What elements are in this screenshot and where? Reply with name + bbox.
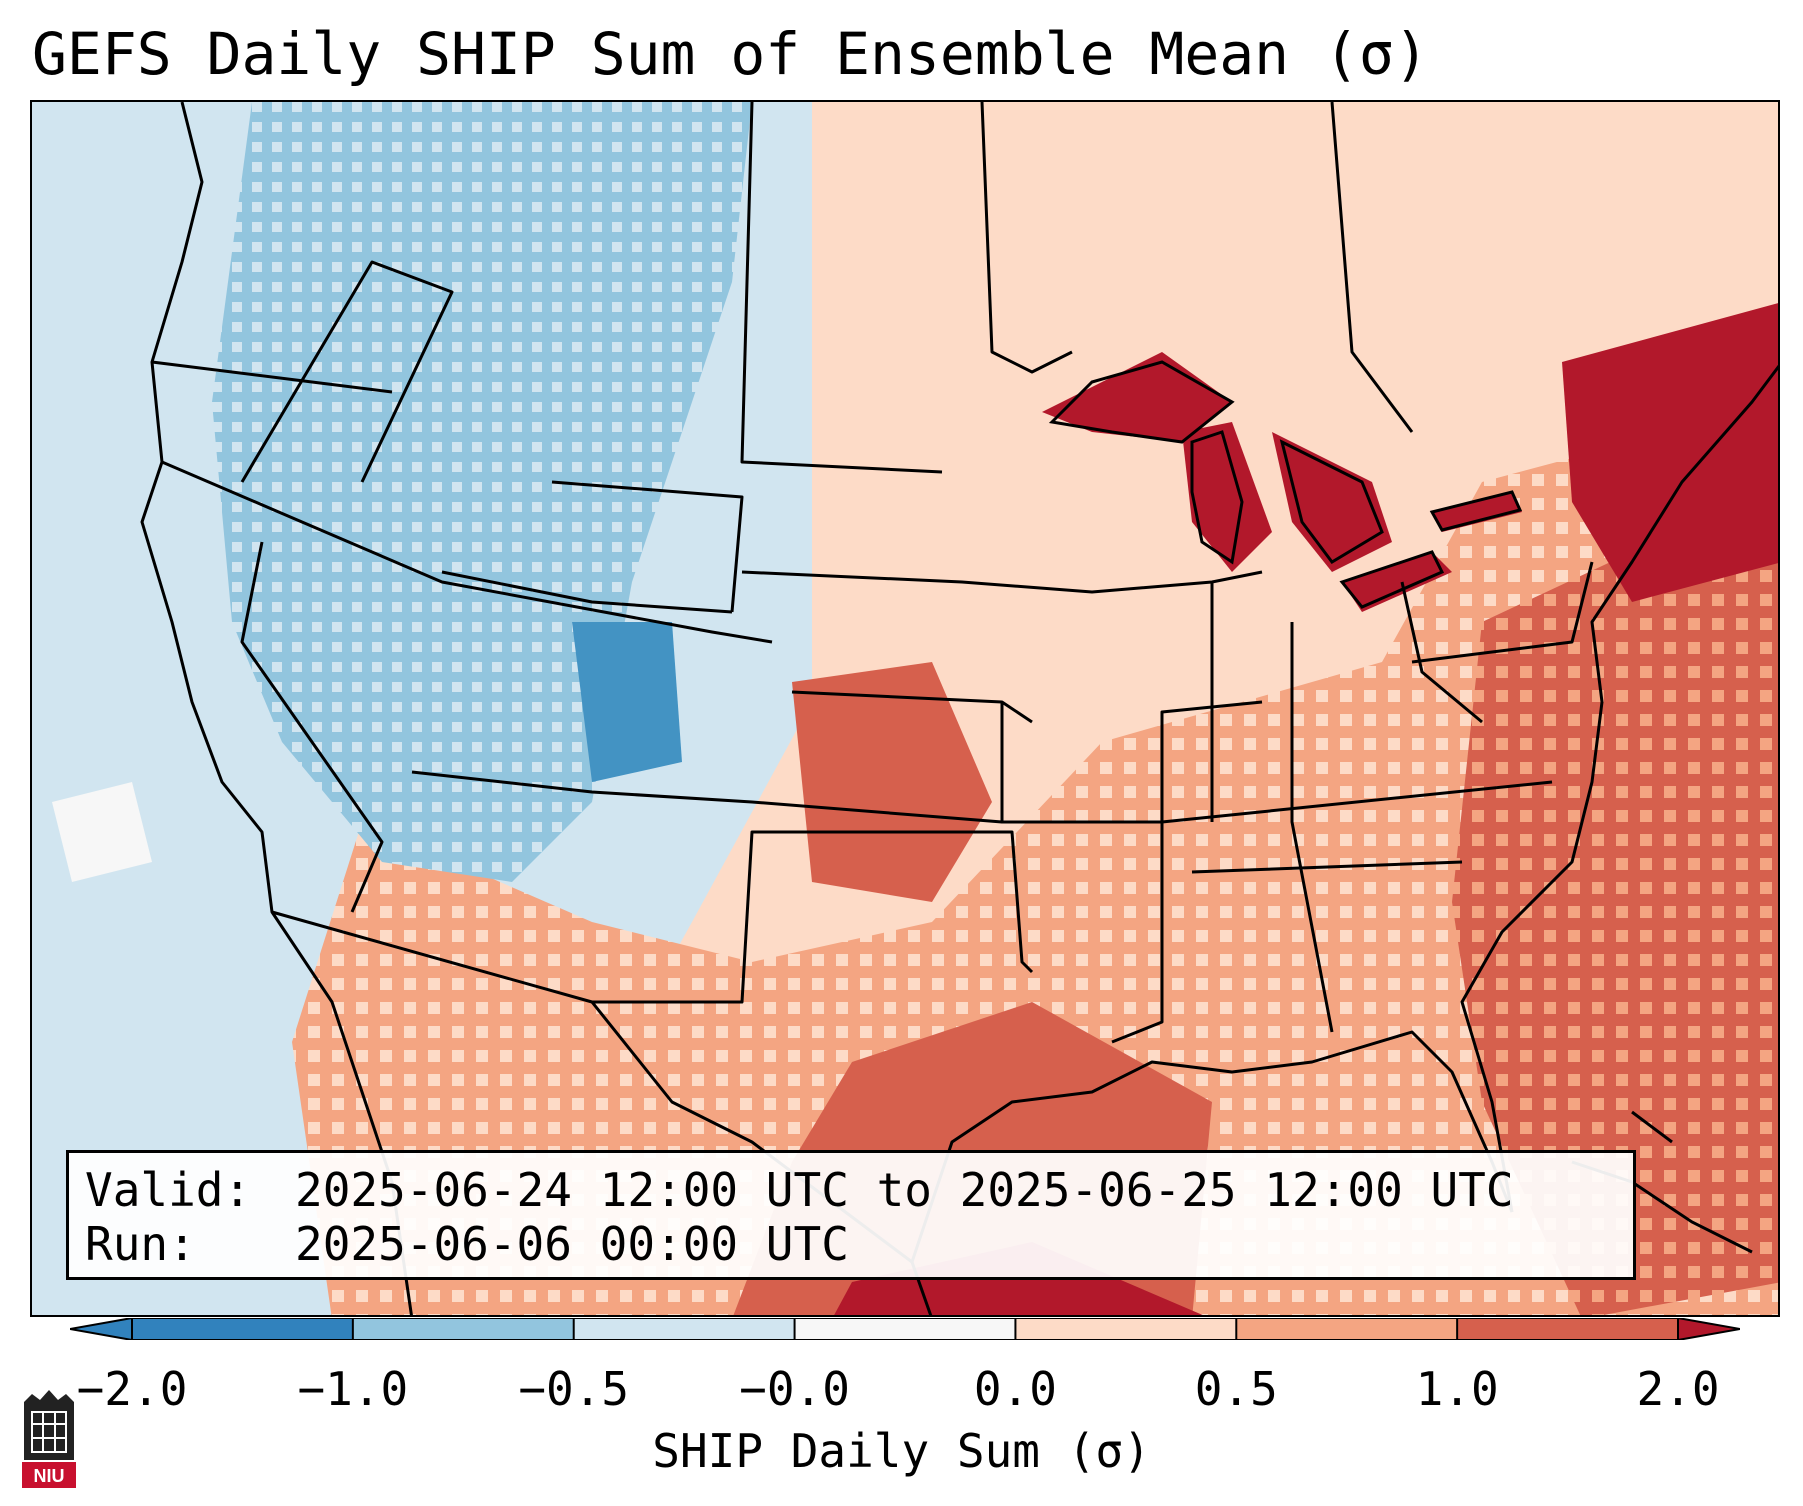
colorbar-segment (573, 1318, 796, 1340)
border-mn-nd (980, 102, 1073, 374)
lake-huron-shade (1272, 432, 1392, 572)
border-ms-la (1111, 822, 1164, 1044)
colorbar-tick-label: −0.0 (739, 1362, 850, 1416)
map-panel (30, 100, 1780, 1317)
lake-erie-shade (1342, 552, 1452, 612)
border-wyoming (551, 480, 744, 613)
pacific-coastline (140, 102, 413, 1315)
valid-label: Valid: (85, 1163, 252, 1217)
colorbar-label: SHIP Daily Sum (σ) (652, 1424, 1151, 1478)
atlantic-warm-zone (1452, 483, 1778, 1315)
logo-window (31, 1411, 67, 1453)
run-label: Run: (85, 1217, 196, 1271)
colorbar-tick-label: −0.5 (518, 1362, 630, 1416)
gulf-coastline (910, 1030, 1514, 1263)
lake-michigan-shade (1182, 422, 1272, 572)
border-nevada (240, 541, 384, 913)
border-co-nm (411, 770, 1003, 824)
lake-superior (1048, 360, 1235, 444)
colorbar-segment (132, 1318, 354, 1340)
lake-huron (1279, 439, 1384, 564)
border-wa-or (151, 360, 393, 394)
colorbar-extend-high (1678, 1318, 1740, 1340)
colorado-cool-spot (572, 622, 682, 782)
lake-erie (1339, 550, 1445, 609)
valid-value: 2025-06-24 12:00 UTC to 2025-06-25 12:00… (295, 1163, 1514, 1217)
border-oregon-nevada (161, 460, 773, 644)
colorbar-extend-low (70, 1318, 132, 1340)
colorbar-tick-label: −2.0 (76, 1362, 188, 1416)
northeast-hot-zone (1562, 303, 1778, 602)
colorbar-tick-label: 0.5 (1194, 1362, 1278, 1416)
lake-michigan (1190, 430, 1244, 565)
colorbar-segment (1457, 1318, 1679, 1340)
border-ne-sd (741, 570, 1263, 594)
niu-logo: NIU (22, 1390, 76, 1488)
run-value: 2025-06-06 00:00 UTC (295, 1217, 849, 1271)
colorbar-tick-label: −1.0 (297, 1362, 409, 1416)
cool-zone (212, 102, 752, 882)
border-ok (752, 830, 1034, 974)
pacific-neutral-spot (52, 782, 152, 882)
great-lakes (1048, 360, 1523, 609)
colorbar-segment (1236, 1318, 1458, 1340)
logo-badge (22, 1462, 76, 1488)
shading-map (32, 102, 1778, 1315)
lake-ontario (1429, 490, 1523, 532)
valid-time-box: Valid: 2025-06-24 12:00 UTC to 2025-06-25… (66, 1150, 1636, 1280)
border-wy-co (441, 570, 733, 614)
border-canada-east (1330, 102, 1414, 433)
border-dakotas (740, 102, 943, 474)
map-title: GEFS Daily SHIP Sum of Ensemble Mean (σ) (32, 20, 1429, 88)
colorbar-segment (352, 1318, 575, 1340)
border-idaho (240, 260, 454, 483)
colorbar-tick-label: 0.0 (973, 1362, 1057, 1416)
bahamas-outline (1631, 1110, 1673, 1144)
colorbar (70, 1318, 1740, 1340)
logo-window-bars (32, 1412, 66, 1452)
plains-warm-zone (792, 662, 992, 902)
border-oh-pa (1400, 581, 1483, 724)
lake-ontario-shade (1432, 492, 1522, 532)
colorbar-segment (794, 1318, 1016, 1340)
atlantic-coastline (1460, 364, 1778, 1213)
warm-zone (292, 403, 1778, 1315)
border-al-ga (1191, 860, 1463, 874)
colorbar-tick-label: 1.0 (1415, 1362, 1499, 1416)
colorbar-tick-label: 2.0 (1636, 1362, 1720, 1416)
logo-text: NIU (34, 1466, 65, 1486)
border-in-oh (1290, 622, 1334, 1033)
colorbar-segment (1015, 1318, 1237, 1340)
border-pa-ny (1411, 561, 1594, 664)
border-tn-nc (1161, 780, 1553, 824)
